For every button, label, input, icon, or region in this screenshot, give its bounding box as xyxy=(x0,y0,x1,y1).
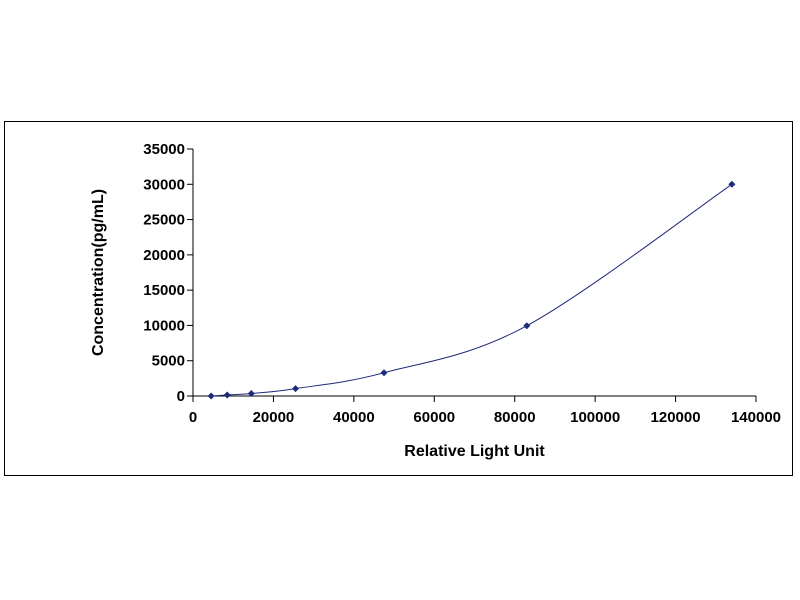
x-tick-label: 0 xyxy=(189,409,197,426)
data-point xyxy=(523,322,531,330)
y-tick-label: 20000 xyxy=(143,247,185,264)
x-tick-label: 60000 xyxy=(413,409,455,426)
chart-frame: 0 20000 40000 60000 80000 100000 120000 140000 … xyxy=(4,121,793,476)
data-point xyxy=(292,385,300,393)
y-tick-label: 15000 xyxy=(143,282,185,299)
y-tick-label: 0 xyxy=(177,388,185,405)
x-tick-label: 140000 xyxy=(731,409,781,426)
x-axis-ticks: 0 20000 40000 60000 80000 100000 120000 140000 xyxy=(189,396,781,426)
x-tick-label: 100000 xyxy=(570,409,620,426)
y-tick-label: 25000 xyxy=(143,212,185,229)
data-point xyxy=(207,392,215,400)
data-points xyxy=(207,180,736,400)
data-point xyxy=(247,390,255,398)
data-point xyxy=(380,369,388,377)
data-point xyxy=(223,391,231,399)
y-tick-label: 5000 xyxy=(152,353,185,370)
x-axis-title: Relative Light Unit xyxy=(404,443,545,460)
x-tick-label: 20000 xyxy=(253,409,295,426)
x-tick-label: 120000 xyxy=(651,409,701,426)
axes xyxy=(192,149,756,397)
y-axis-ticks: 0 5000 10000 15000 20000 25000 30000 35000 xyxy=(143,141,193,405)
y-tick-label: 30000 xyxy=(143,176,185,193)
y-tick-label: 35000 xyxy=(143,141,185,158)
y-axis-title: Concentration(pg/mL) xyxy=(90,189,107,356)
x-tick-label: 80000 xyxy=(494,409,536,426)
data-point xyxy=(728,180,736,188)
x-tick-label: 40000 xyxy=(333,409,375,426)
y-tick-label: 10000 xyxy=(143,317,185,334)
fitted-curve xyxy=(211,183,733,397)
standard-curve-chart: 0 20000 40000 60000 80000 100000 120000 140000 … xyxy=(90,141,781,460)
